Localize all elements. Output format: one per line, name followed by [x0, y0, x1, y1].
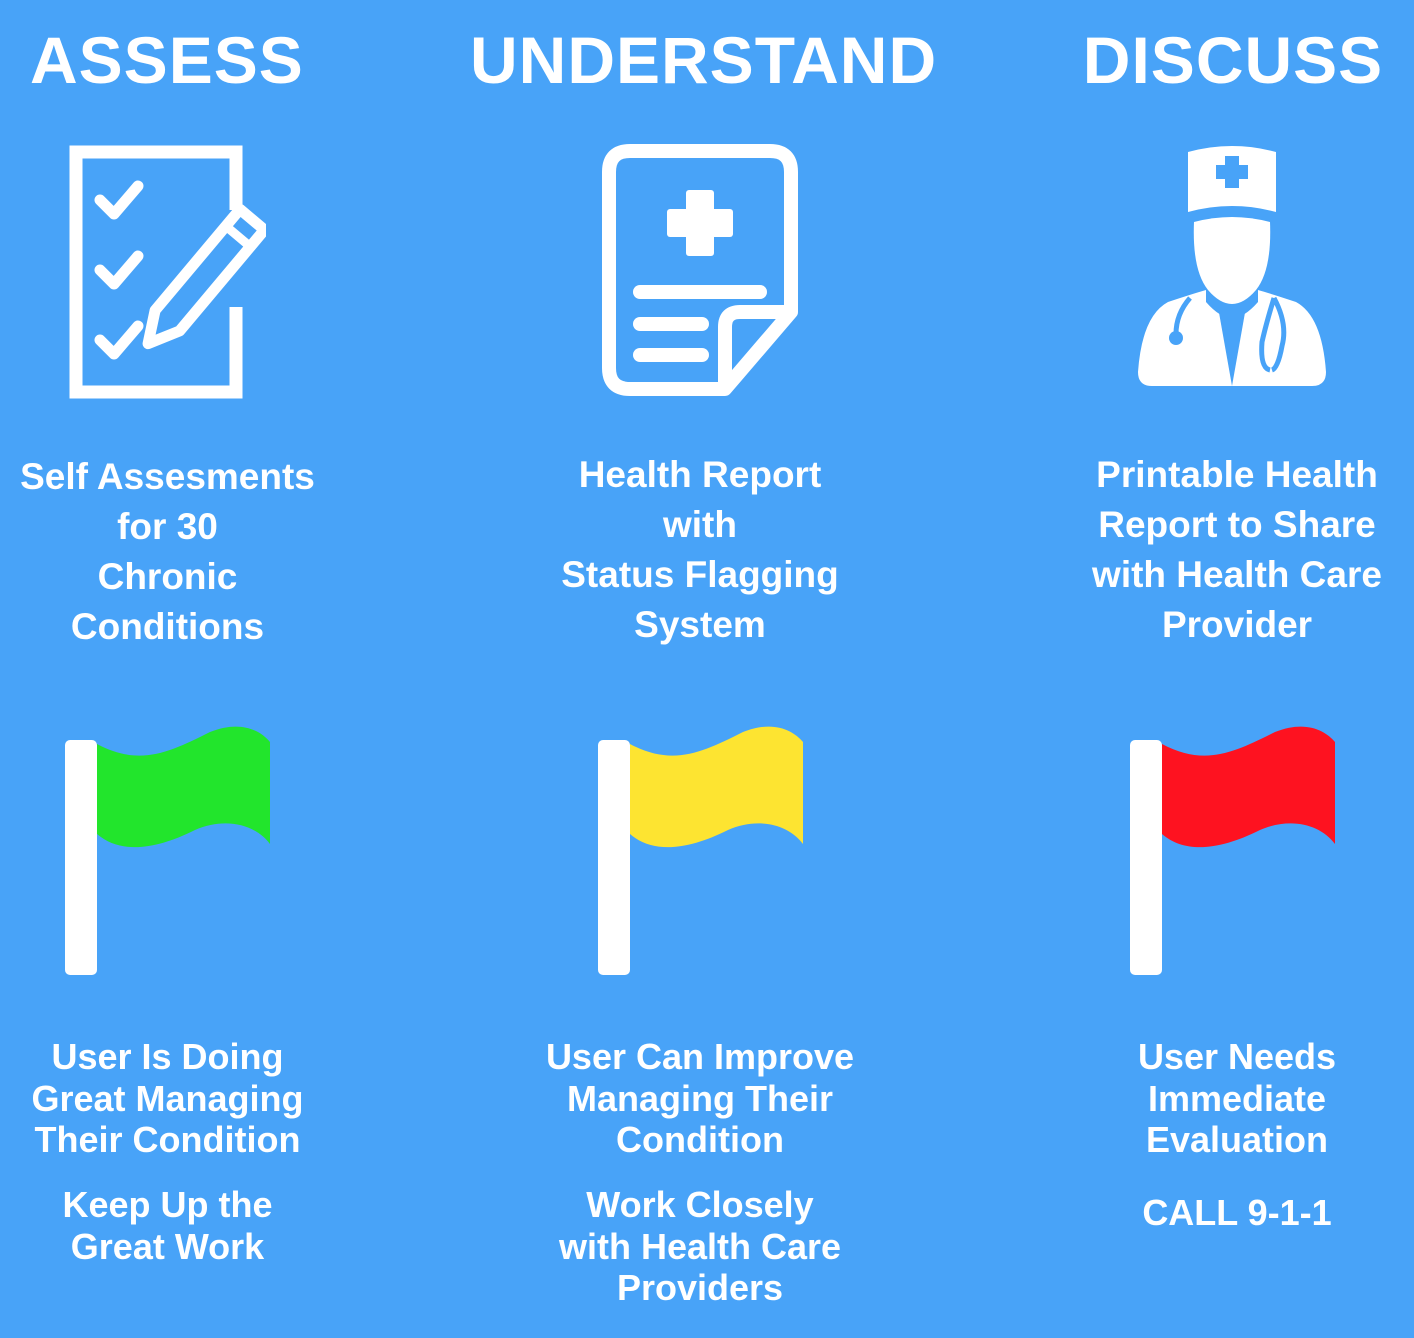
discuss-description: Printable Health Report to Share with He… [1060, 450, 1414, 650]
understand-heading: UNDERSTAND [470, 23, 938, 97]
discuss-status: User Needs Immediate Evaluation [1060, 1036, 1414, 1161]
status-line: User Is Doing [51, 1036, 284, 1077]
status-line: User Can Improve [545, 1036, 855, 1077]
green-flag-icon [65, 726, 270, 975]
assess-heading: ASSESS [30, 23, 304, 97]
action-line: Providers [616, 1267, 784, 1308]
checklist-pencil-icon [69, 145, 266, 399]
understand-description: Health Report with Status Flagging Syste… [490, 450, 910, 650]
description-line: with [663, 504, 737, 545]
description-line: for 30 [117, 506, 218, 547]
description-line: Status Flagging [561, 554, 839, 595]
understand-status: User Can Improve Managing Their Conditio… [490, 1036, 910, 1161]
description-line: Self Assesments [20, 456, 315, 497]
description-line: System [634, 604, 766, 645]
action-line: Great Work [70, 1225, 265, 1267]
doctor-icon [1138, 146, 1326, 386]
status-line: Managing Their [566, 1077, 833, 1119]
medical-report-icon [602, 144, 798, 396]
assess-action: Keep Up the Great Work [0, 1184, 335, 1267]
status-line: Great Managing [31, 1077, 304, 1119]
action-line: Keep Up the [62, 1184, 273, 1225]
red-flag-icon [1130, 726, 1335, 975]
description-line: Health Report [578, 454, 822, 495]
understand-action: Work Closely with Health Care Providers [490, 1184, 910, 1309]
description-line: Provider [1161, 604, 1313, 645]
status-line: Evaluation [1145, 1119, 1329, 1160]
description-line: Chronic [97, 556, 238, 597]
assess-description: Self Assesments for 30 Chronic Condition… [0, 452, 335, 652]
description-line: Conditions [70, 606, 265, 647]
assess-status: User Is Doing Great Managing Their Condi… [0, 1036, 335, 1161]
action-line: with Health Care [558, 1225, 842, 1267]
yellow-flag-icon [598, 726, 803, 975]
discuss-action: CALL 9-1-1 [1060, 1192, 1414, 1234]
action-line: Work Closely [586, 1184, 814, 1225]
status-line: Condition [616, 1119, 784, 1160]
description-line: Printable Health [1096, 454, 1378, 495]
description-line: Report to Share [1098, 504, 1376, 545]
action-line: CALL 9-1-1 [1142, 1192, 1332, 1233]
status-line: Their Condition [34, 1119, 301, 1160]
status-line: Immediate [1147, 1077, 1327, 1119]
discuss-heading: DISCUSS [1082, 23, 1384, 97]
status-line: User Needs [1137, 1036, 1337, 1077]
description-line: with Health Care [1092, 554, 1382, 595]
